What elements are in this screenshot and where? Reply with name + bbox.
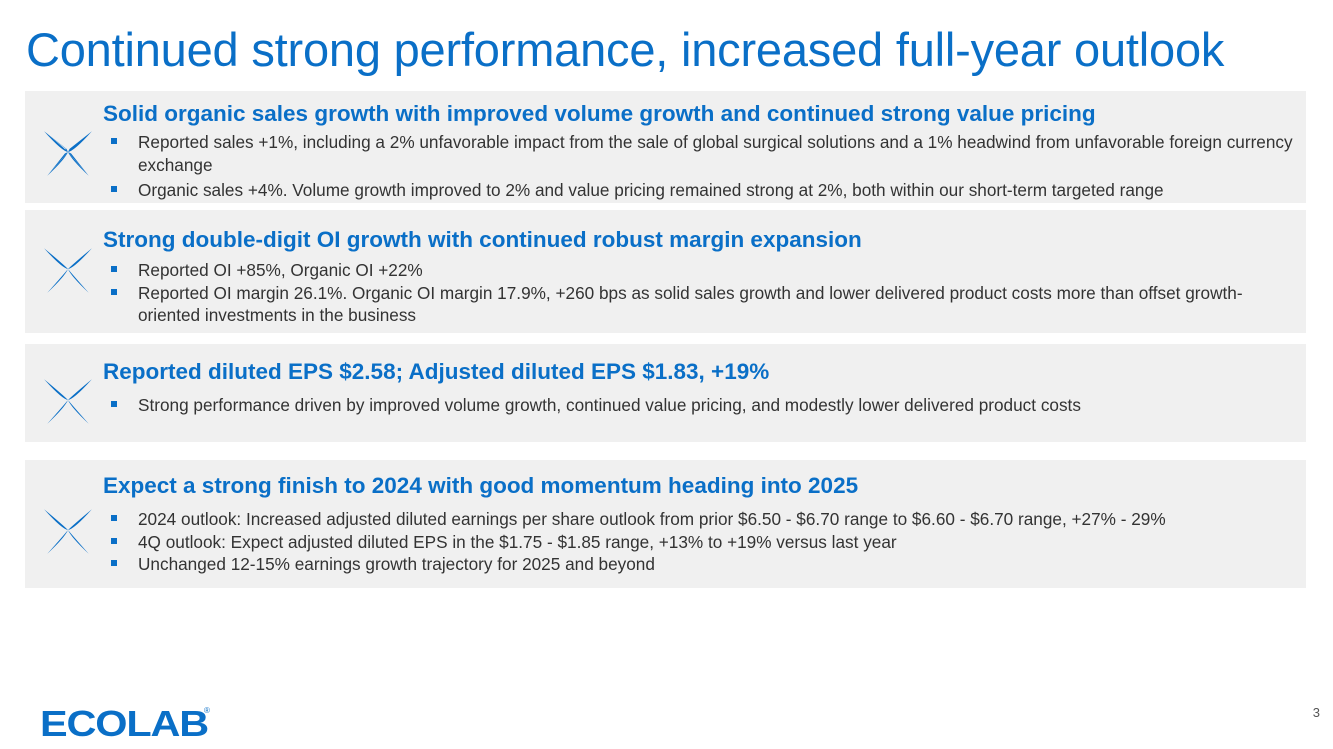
page-title: Continued strong performance, increased …	[26, 23, 1225, 76]
logo-text: ECOLAB	[40, 704, 208, 740]
bullet-square-icon	[111, 401, 117, 407]
list-item: Organic sales +4%. Volume growth improve…	[103, 179, 1300, 202]
ecolab-star-icon	[44, 379, 92, 424]
list-item: Reported sales +1%, including a 2% unfav…	[103, 131, 1300, 176]
ecolab-star-icon	[44, 248, 92, 293]
ecolab-star-icon	[44, 509, 92, 554]
bullet-square-icon	[111, 186, 117, 192]
section-panel-sales: Solid organic sales growth with improved…	[25, 91, 1306, 203]
list-item: Reported OI +85%, Organic OI +22%	[103, 259, 1300, 282]
list-item: Strong performance driven by improved vo…	[103, 394, 1300, 417]
bullet-square-icon	[111, 515, 117, 521]
ecolab-logo: ECOLAB ®	[40, 704, 210, 740]
section-panel-eps: Reported diluted EPS $2.58; Adjusted dil…	[25, 344, 1306, 442]
section-panel-outlook: Expect a strong finish to 2024 with good…	[25, 460, 1306, 588]
bullet-list: Strong performance driven by improved vo…	[103, 394, 1300, 417]
list-item: 2024 outlook: Increased adjusted diluted…	[103, 508, 1300, 531]
bullet-square-icon	[111, 288, 117, 295]
section-heading: Expect a strong finish to 2024 with good…	[103, 473, 859, 498]
ecolab-star-icon	[44, 131, 92, 176]
registered-mark: ®	[204, 706, 210, 715]
bullet-list: Reported OI +85%, Organic OI +22% Report…	[103, 259, 1300, 327]
section-heading: Solid organic sales growth with improved…	[103, 101, 1096, 126]
list-item: Unchanged 12-15% earnings growth traject…	[103, 553, 1300, 576]
page-number: 3	[1312, 705, 1320, 720]
section-panel-oi: Strong double-digit OI growth with conti…	[25, 210, 1306, 333]
bullet-square-icon	[111, 266, 117, 272]
section-heading: Reported diluted EPS $2.58; Adjusted dil…	[103, 359, 770, 384]
section-heading: Strong double-digit OI growth with conti…	[103, 227, 862, 252]
bullet-list: 2024 outlook: Increased adjusted diluted…	[103, 508, 1300, 576]
bullet-square-icon	[111, 537, 117, 544]
bullet-square-icon	[111, 138, 117, 144]
bullet-list: Reported sales +1%, including a 2% unfav…	[103, 131, 1300, 202]
list-item: 4Q outlook: Expect adjusted diluted EPS …	[103, 531, 1300, 554]
list-item: Reported OI margin 26.1%. Organic OI mar…	[103, 282, 1300, 327]
bullet-square-icon	[111, 560, 117, 566]
